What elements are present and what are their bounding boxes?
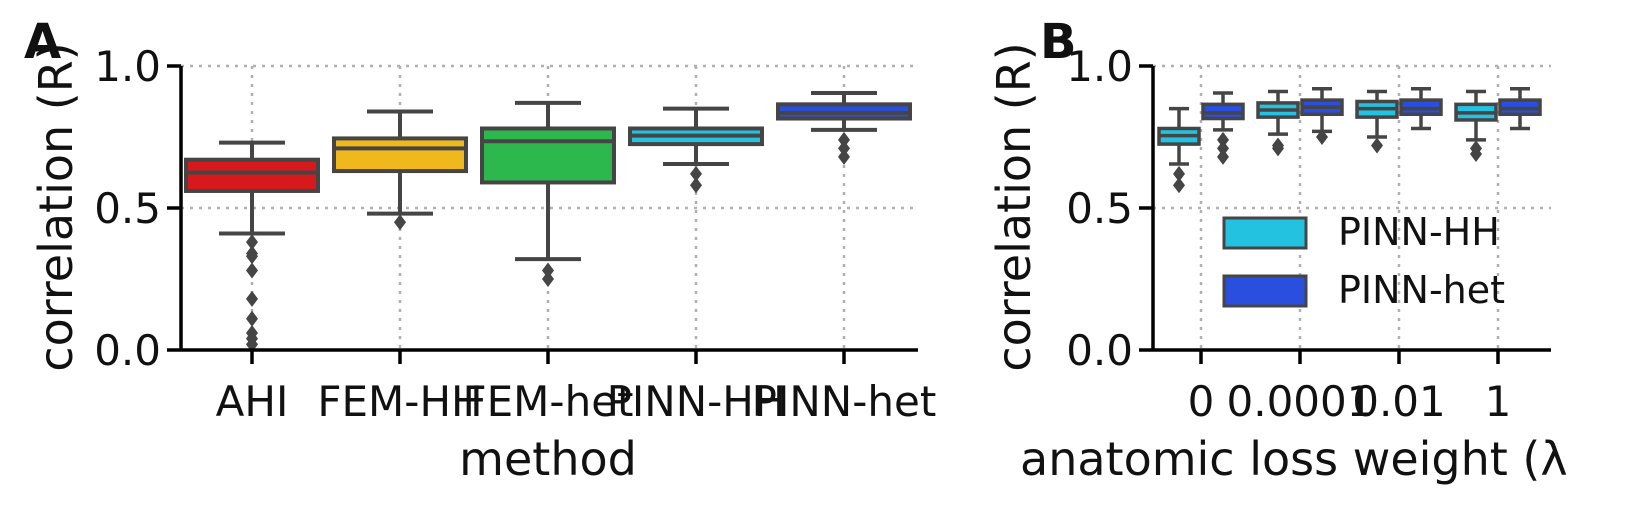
panel-b-x-axis-label: anatomic loss weight (λ bbox=[1020, 432, 1568, 486]
outlier-point bbox=[542, 262, 554, 279]
x-tick-label-0-01: 0.01 bbox=[1352, 377, 1446, 426]
box-fem-hh bbox=[332, 109, 468, 231]
y-tick-label: 0.0 bbox=[1066, 326, 1133, 375]
legend-swatch-pinn-het bbox=[1222, 274, 1308, 308]
panel-a: 0.0 0.5 1.0 AHI FEM-HHFEM-hetPINN-HHPINN-het… bbox=[24, 14, 936, 486]
box-fem-het bbox=[480, 100, 616, 287]
box-pinn-het-0-0001 bbox=[1300, 86, 1344, 145]
box bbox=[480, 126, 616, 185]
box-pinn-het-0-01 bbox=[1399, 86, 1443, 131]
box-ahi bbox=[184, 140, 320, 353]
outlier-point bbox=[246, 310, 258, 327]
outlier-point bbox=[1470, 146, 1482, 163]
box-pinn-hh-0-0001 bbox=[1256, 89, 1300, 157]
panel-b-letter: B bbox=[1040, 14, 1077, 70]
outlier-point bbox=[246, 248, 258, 265]
box-pinn-hh-0-01 bbox=[1355, 89, 1399, 154]
box-pinn-hh-0 bbox=[1157, 106, 1201, 194]
panel-b-boxes bbox=[1157, 86, 1542, 194]
legend-swatch-pinn-hh bbox=[1222, 216, 1308, 250]
outlier-point bbox=[838, 131, 850, 148]
legend-label-pinn-hh: PINN-HH bbox=[1338, 210, 1500, 254]
outlier-point bbox=[1217, 131, 1229, 148]
box-pinn-het-0 bbox=[1201, 91, 1245, 165]
box-pinn-hh bbox=[628, 106, 764, 194]
outlier-point bbox=[246, 262, 258, 279]
x-tick-label-fem-hh: FEM-HH bbox=[317, 377, 482, 426]
panel-a-boxes bbox=[184, 90, 912, 353]
outlier-point bbox=[690, 177, 702, 194]
x-tick-label-ahi: AHI bbox=[216, 377, 289, 426]
x-tick-label-fem-het: FEM-het bbox=[462, 377, 633, 426]
outlier-point bbox=[1272, 140, 1284, 157]
box bbox=[332, 136, 468, 174]
outlier-point bbox=[1217, 140, 1229, 157]
legend: PINN-HH PINN-het bbox=[1222, 210, 1505, 312]
outlier-point bbox=[1217, 148, 1229, 165]
outlier-point bbox=[1173, 177, 1185, 194]
legend-label-pinn-het: PINN-het bbox=[1338, 268, 1505, 312]
y-tick-label: 0.5 bbox=[1066, 184, 1133, 233]
x-tick-label-0-0001: 0.0001 bbox=[1227, 377, 1374, 426]
box-pinn-hh-1 bbox=[1454, 89, 1498, 163]
outlier-point bbox=[838, 148, 850, 165]
box-pinn-het-1 bbox=[1498, 86, 1542, 131]
x-tick-label-0: 0 bbox=[1188, 377, 1215, 426]
box bbox=[184, 157, 320, 193]
outlier-point bbox=[838, 140, 850, 157]
x-tick-label-pinn-het: PINN-het bbox=[752, 377, 937, 426]
outlier-point bbox=[690, 165, 702, 182]
outlier-point bbox=[394, 214, 406, 231]
y-tick-label: 0.0 bbox=[94, 326, 161, 375]
panel-a-y-axis-label: correlation (R) bbox=[29, 42, 83, 371]
outlier-point bbox=[542, 271, 554, 287]
outlier-point bbox=[246, 234, 258, 251]
box-pinn-het bbox=[776, 90, 912, 165]
y-tick-label: 1.0 bbox=[1066, 42, 1133, 91]
outlier-point bbox=[1371, 137, 1383, 154]
panel-a-letter: A bbox=[24, 14, 61, 70]
x-tick-label-1: 1 bbox=[1485, 377, 1512, 426]
panel-a-x-axis-label: method bbox=[459, 432, 637, 486]
outlier-point bbox=[246, 290, 258, 307]
y-tick-label: 0.5 bbox=[94, 184, 161, 233]
x-tick-label-pinn-hh: PINN-HH bbox=[607, 377, 786, 426]
outlier-point bbox=[1316, 129, 1328, 145]
panel-b-y-axis-label: correlation (R) bbox=[987, 42, 1041, 371]
outlier-point bbox=[1173, 165, 1185, 182]
y-tick-label: 1.0 bbox=[94, 42, 161, 91]
